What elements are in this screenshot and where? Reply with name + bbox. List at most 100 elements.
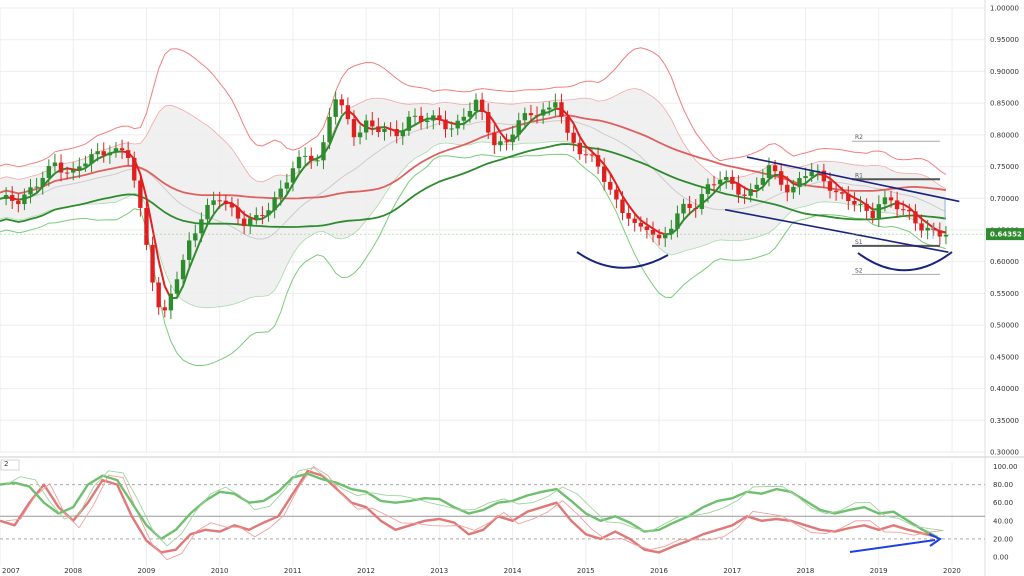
- candle-up: [315, 160, 320, 162]
- pivot-label-r1: R1: [855, 172, 863, 179]
- moving-average-fast-segment: [688, 207, 697, 215]
- candle-down: [913, 211, 918, 224]
- moving-average-fast-segment: [499, 132, 508, 141]
- candle-down: [577, 142, 582, 155]
- candle-down: [119, 148, 125, 151]
- candle-up: [406, 116, 412, 131]
- moving-average-fast-segment: [200, 224, 209, 239]
- oscillator-signal-green: [5, 467, 944, 547]
- rounding-bottom-arc-2019: [857, 251, 953, 272]
- moving-average-fast-segment: [603, 163, 612, 174]
- candle-up: [461, 116, 467, 121]
- price-tick-label: 0.45000: [990, 353, 1019, 361]
- oscillator-tick-label: 60.00: [993, 499, 1013, 507]
- price-tick-label: 0.90000: [990, 68, 1019, 76]
- candle-up: [766, 165, 772, 179]
- candle-up: [748, 189, 753, 196]
- price-tick-label: 0.85000: [990, 100, 1019, 108]
- candle-down: [492, 132, 497, 146]
- moving-average-fast-segment: [353, 114, 361, 125]
- oscillator-divergence-arrow: [849, 539, 936, 553]
- oscillator-tick-label: 40.00: [993, 517, 1013, 525]
- moving-average-fast-segment: [627, 204, 636, 215]
- candle-up: [3, 195, 9, 199]
- candle-up: [791, 186, 796, 193]
- candle-down: [339, 99, 344, 106]
- candle-down: [229, 204, 235, 208]
- candle-down: [687, 203, 692, 208]
- panel-label-box: [0, 459, 20, 471]
- candle-up: [107, 152, 113, 156]
- candle-down: [821, 170, 827, 182]
- candle-down: [534, 115, 540, 117]
- moving-average-fast-segment: [530, 115, 538, 122]
- moving-average-fast-segment: [756, 186, 764, 192]
- candle-up: [321, 142, 326, 161]
- candle-up: [803, 176, 808, 179]
- candle-down: [656, 234, 662, 239]
- candle-down: [150, 244, 155, 283]
- moving-average-fast-segment: [572, 123, 581, 138]
- moving-average-fast-segment: [585, 145, 593, 153]
- moving-average-fast-segment: [811, 173, 819, 179]
- candle-up: [882, 197, 888, 205]
- candle-up: [248, 218, 253, 226]
- candle-up: [425, 120, 430, 123]
- candle-down: [437, 115, 442, 120]
- candle-down: [638, 222, 643, 227]
- time-tick-label: 2013: [430, 567, 448, 575]
- moving-average-fast-segment: [621, 195, 630, 206]
- moving-average-fast-segment: [84, 162, 93, 169]
- moving-average-fast-segment: [384, 126, 391, 131]
- candle-up: [174, 279, 180, 294]
- oscillator-panel-label[interactable]: 2: [4, 460, 8, 468]
- candle-up: [302, 155, 308, 157]
- pivot-label-s2: S2: [855, 267, 863, 274]
- candle-up: [284, 182, 290, 189]
- moving-average-fast-segment: [829, 177, 837, 185]
- candle-up: [510, 134, 515, 143]
- candle-down: [937, 230, 943, 237]
- moving-average-fast-segment: [578, 136, 587, 147]
- candle-down: [101, 151, 106, 156]
- candle-up: [89, 154, 94, 164]
- moving-average-fast-segment: [682, 212, 691, 221]
- oscillator-tick-label: 20.00: [993, 535, 1013, 543]
- candle-down: [772, 165, 778, 172]
- moving-average-fast-segment: [48, 172, 56, 181]
- candle-down: [693, 207, 698, 209]
- candle-up: [858, 203, 863, 205]
- price-tick-label: 0.30000: [990, 449, 1019, 457]
- moving-average-fast-segment: [804, 177, 813, 185]
- time-tick-label: 2010: [211, 567, 229, 575]
- candle-up: [516, 120, 521, 135]
- candle-up: [473, 99, 479, 111]
- candle-up: [522, 113, 528, 121]
- candle-up: [52, 162, 58, 166]
- candle-down: [711, 184, 717, 186]
- time-tick-label: 2019: [870, 567, 888, 575]
- moving-average-fast-segment: [249, 216, 257, 221]
- candle-down: [16, 200, 21, 205]
- candle-down: [742, 194, 747, 196]
- candle-up: [699, 194, 705, 209]
- time-tick-label: 2011: [284, 567, 302, 575]
- price-tick-label: 0.70000: [990, 195, 1019, 203]
- candle-up: [675, 213, 680, 229]
- candle-down: [58, 162, 64, 173]
- moving-average-fast-segment: [78, 167, 86, 172]
- moving-average-fast-segment: [298, 165, 306, 175]
- time-tick-label: 2016: [650, 567, 668, 575]
- candle-down: [919, 223, 924, 231]
- moving-average-fast-segment: [30, 192, 38, 198]
- candle-down: [223, 200, 229, 205]
- oscillator-tick-label: 0.00: [993, 553, 1009, 561]
- candle-up: [40, 178, 45, 187]
- candle-up: [95, 151, 100, 155]
- price-tick-label: 0.50000: [990, 322, 1019, 330]
- candle-up: [77, 166, 82, 170]
- candle-up: [809, 171, 814, 177]
- rounding-bottom-arc-2015: [576, 251, 669, 269]
- moving-average-fast-segment: [713, 185, 721, 194]
